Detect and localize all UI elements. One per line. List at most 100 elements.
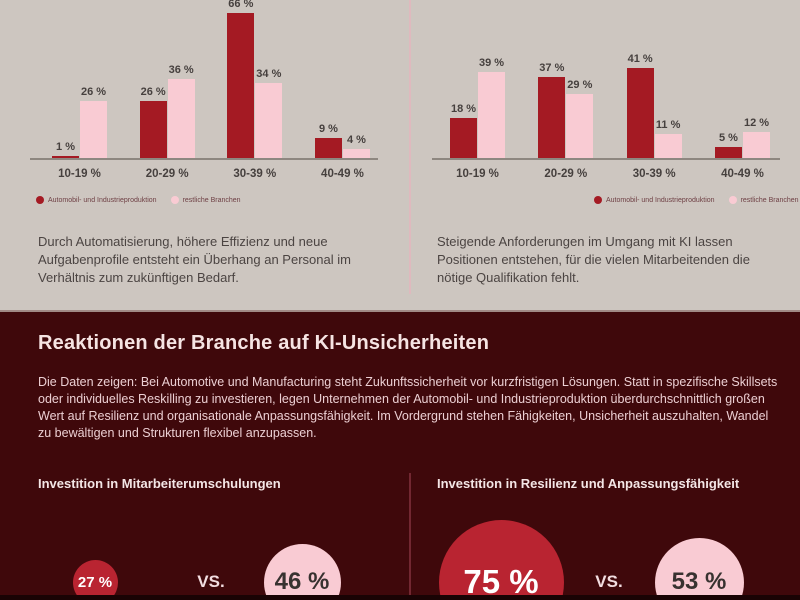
x-axis-tick-label: 10-19 % bbox=[58, 168, 101, 180]
section-title: Reaktionen der Branche auf KI-Unsicherhe… bbox=[38, 332, 490, 354]
bar-wrap: 26 % bbox=[80, 86, 107, 158]
legend-dot-pink-icon bbox=[728, 196, 737, 204]
comparison-heading-reskilling: Investition in Mitarbeiterumschulungen bbox=[38, 476, 281, 491]
bar bbox=[742, 132, 770, 158]
bar-value-label: 26 % bbox=[80, 86, 107, 98]
legend-label: Automobil- und Industrieproduktion bbox=[48, 196, 157, 204]
legend-item: restliche Branchen bbox=[728, 196, 799, 204]
x-axis-tick-label: 20-29 % bbox=[145, 168, 189, 180]
vertical-divider-dark bbox=[409, 473, 411, 600]
bar-wrap: 12 % bbox=[742, 117, 770, 158]
bar-wrap: 29 % bbox=[566, 79, 594, 158]
comparison-circles-layer: 27 % 46 % VS. 75 % 53 % VS. bbox=[0, 312, 800, 600]
bar bbox=[80, 101, 107, 158]
bar-wrap: 5 % bbox=[714, 132, 742, 158]
legend-item: Automobil- und Industrieproduktion bbox=[36, 196, 157, 204]
x-axis-tick-label: 30-39 % bbox=[233, 168, 277, 180]
comparison-heading-resilience: Investition in Resilienz und Anpassungsf… bbox=[437, 476, 740, 491]
x-axis-line-right bbox=[432, 158, 780, 160]
bar-wrap: 11 % bbox=[654, 119, 682, 158]
bar bbox=[139, 101, 167, 158]
chart-legend-right: Automobil- und Industrieproduktion restl… bbox=[594, 196, 799, 204]
legend-label: Automobil- und Industrieproduktion bbox=[606, 196, 715, 204]
legend-dot-pink-icon bbox=[170, 196, 179, 204]
bar-group: 26 % 36 % 20-29 % bbox=[139, 64, 195, 180]
vs-label: VS. bbox=[197, 572, 225, 591]
charts-section: 1 % 26 % 10-19 % 26 % 36 % 20-29 % 66 % 34 % 30-… bbox=[30, 0, 799, 294]
bar-value-label: 26 % bbox=[140, 86, 166, 98]
bar-value-label: 66 % bbox=[228, 0, 254, 10]
legend-dot-dark-red-icon bbox=[36, 196, 44, 204]
bar bbox=[626, 68, 654, 158]
stat-circle-other-branches: 53 % bbox=[654, 537, 744, 600]
bar-value-label: 12 % bbox=[743, 117, 770, 129]
bar-wrap: 4 % bbox=[342, 134, 370, 158]
bar-value-label: 29 % bbox=[567, 79, 593, 91]
bar-value-label: 11 % bbox=[655, 119, 681, 131]
chart-legend-left: Automobil- und Industrieproduktion restl… bbox=[36, 196, 241, 204]
bar-wrap: 9 % bbox=[314, 123, 342, 158]
bar-wrap: 39 % bbox=[478, 57, 505, 158]
bar bbox=[478, 72, 505, 158]
bar-group: 37 % 29 % 20-29 % bbox=[538, 62, 594, 180]
bar-value-label: 34 % bbox=[256, 68, 282, 80]
section-paragraph: Die Daten zeigen: Bei Automotive und Man… bbox=[38, 375, 778, 440]
legend-label: restliche Branchen bbox=[182, 196, 241, 204]
bar-wrap: 37 % bbox=[538, 62, 566, 158]
bar-group: 18 % 39 % 10-19 % bbox=[450, 57, 505, 180]
bar-wrap: 34 % bbox=[255, 68, 283, 158]
bar-value-label: 4 % bbox=[346, 134, 366, 146]
bar-value-label: 36 % bbox=[168, 64, 194, 76]
bar-chart-qualification-gap: 18 % 39 % 10-19 % 37 % 29 % 20-29 % 41 % 11 % 30… bbox=[440, 0, 770, 180]
bar-group: 41 % 11 % 30-39 % bbox=[626, 53, 682, 180]
bar-wrap: 66 % bbox=[227, 0, 255, 158]
bar bbox=[227, 13, 255, 158]
bar-wrap: 26 % bbox=[139, 86, 167, 158]
stat-circle-industry: 27 % bbox=[72, 559, 118, 600]
bar bbox=[654, 134, 682, 158]
chart-description-right: Steigende Anforderungen im Umgang mit KI… bbox=[437, 234, 750, 285]
bar-chart-personnel-surplus: 1 % 26 % 10-19 % 26 % 36 % 20-29 % 66 % 34 % 30-… bbox=[40, 0, 370, 180]
bar-value-label: 1 % bbox=[56, 141, 75, 153]
bar bbox=[167, 79, 195, 158]
section-divider-line bbox=[0, 310, 800, 312]
bar-group: 1 % 26 % 10-19 % bbox=[52, 86, 107, 180]
x-axis-line-left bbox=[30, 158, 378, 160]
bar bbox=[255, 83, 283, 158]
legend-label: restliche Branchen bbox=[740, 196, 799, 204]
bar-group: 66 % 34 % 30-39 % bbox=[227, 0, 283, 180]
bar-value-label: 5 % bbox=[719, 132, 738, 144]
legend-item: restliche Branchen bbox=[170, 196, 241, 204]
x-axis-tick-label: 40-49 % bbox=[321, 168, 364, 180]
stat-circle-other-branches: 46 % bbox=[263, 543, 341, 600]
bar-wrap: 18 % bbox=[450, 103, 477, 158]
bar bbox=[450, 118, 477, 158]
bar bbox=[538, 77, 566, 158]
stat-circle-industry: 75 % bbox=[438, 519, 564, 600]
bar-wrap: 41 % bbox=[626, 53, 654, 158]
legend-dot-dark-red-icon bbox=[594, 196, 602, 204]
x-axis-tick-label: 30-39 % bbox=[632, 168, 676, 180]
bar-value-label: 37 % bbox=[539, 62, 565, 74]
bottom-edge-strip bbox=[0, 595, 800, 600]
bar-value-label: 18 % bbox=[450, 103, 477, 115]
bar bbox=[566, 94, 594, 158]
bar bbox=[714, 147, 742, 158]
bar-value-label: 41 % bbox=[627, 53, 653, 65]
bar-value-label: 39 % bbox=[478, 57, 505, 69]
x-axis-tick-label: 40-49 % bbox=[721, 168, 764, 180]
bar-wrap: 36 % bbox=[167, 64, 195, 158]
vertical-divider-top bbox=[409, 0, 411, 294]
bar bbox=[342, 149, 370, 158]
bar-group: 5 % 12 % 40-49 % bbox=[714, 117, 770, 180]
bar bbox=[314, 138, 342, 158]
bar-wrap: 1 % bbox=[52, 141, 79, 158]
legend-item: Automobil- und Industrieproduktion bbox=[594, 196, 715, 204]
vs-label: VS. bbox=[595, 572, 623, 591]
bar-group: 9 % 4 % 40-49 % bbox=[314, 123, 370, 180]
bar-value-label: 9 % bbox=[318, 123, 338, 135]
x-axis-tick-label: 20-29 % bbox=[544, 168, 588, 180]
bar bbox=[52, 156, 79, 158]
reactions-section: Reaktionen der Branche auf KI-Unsicherhe… bbox=[0, 312, 800, 600]
